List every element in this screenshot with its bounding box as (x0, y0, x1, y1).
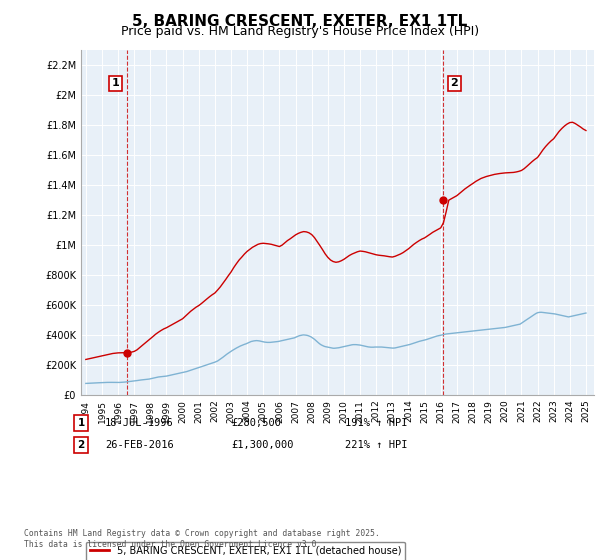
Text: Contains HM Land Registry data © Crown copyright and database right 2025.
This d: Contains HM Land Registry data © Crown c… (24, 529, 380, 549)
Text: 221% ↑ HPI: 221% ↑ HPI (345, 440, 407, 450)
Text: 191% ↑ HPI: 191% ↑ HPI (345, 418, 407, 428)
Text: £280,500: £280,500 (231, 418, 281, 428)
Text: 26-FEB-2016: 26-FEB-2016 (105, 440, 174, 450)
Text: 2: 2 (77, 440, 85, 450)
Text: 5, BARING CRESCENT, EXETER, EX1 1TL: 5, BARING CRESCENT, EXETER, EX1 1TL (133, 14, 467, 29)
Text: £1,300,000: £1,300,000 (231, 440, 293, 450)
Text: 18-JUL-1996: 18-JUL-1996 (105, 418, 174, 428)
Text: Price paid vs. HM Land Registry's House Price Index (HPI): Price paid vs. HM Land Registry's House … (121, 25, 479, 38)
Text: 1: 1 (112, 78, 119, 88)
Text: 2: 2 (451, 78, 458, 88)
Legend: 5, BARING CRESCENT, EXETER, EX1 1TL (detached house), HPI: Average price, detach: 5, BARING CRESCENT, EXETER, EX1 1TL (det… (86, 542, 406, 560)
Text: 1: 1 (77, 418, 85, 428)
